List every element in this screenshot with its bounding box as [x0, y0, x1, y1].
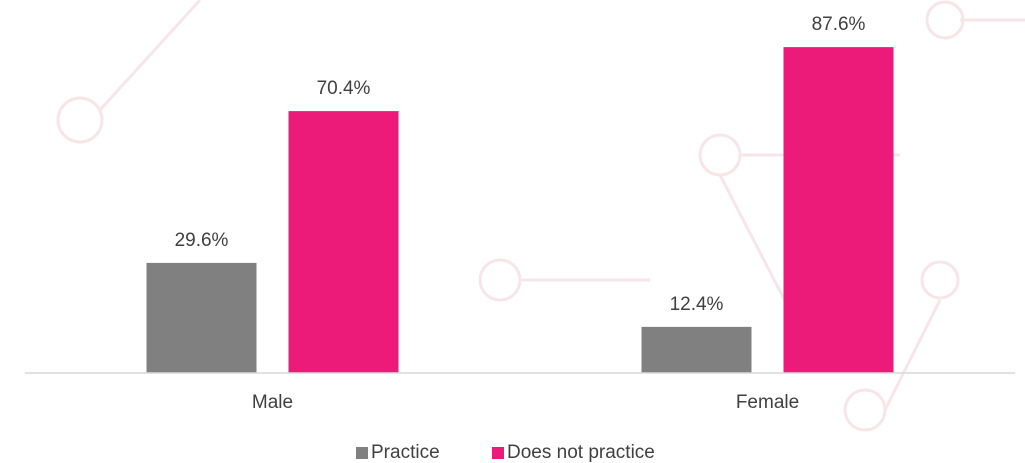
bar	[288, 111, 399, 373]
legend-label: Practice	[371, 442, 440, 463]
x-tick-label: Female	[736, 392, 799, 413]
value-label: 12.4%	[670, 294, 724, 315]
value-label: 87.6%	[812, 14, 866, 35]
bar	[783, 47, 894, 374]
legend-swatch	[356, 447, 368, 459]
value-label: 70.4%	[317, 78, 371, 99]
value-label: 29.6%	[175, 230, 229, 251]
bar	[641, 326, 752, 373]
legend-label: Does not practice	[507, 442, 655, 463]
x-tick-label: Male	[252, 392, 293, 413]
bar	[146, 262, 257, 373]
legend-swatch	[492, 447, 504, 459]
